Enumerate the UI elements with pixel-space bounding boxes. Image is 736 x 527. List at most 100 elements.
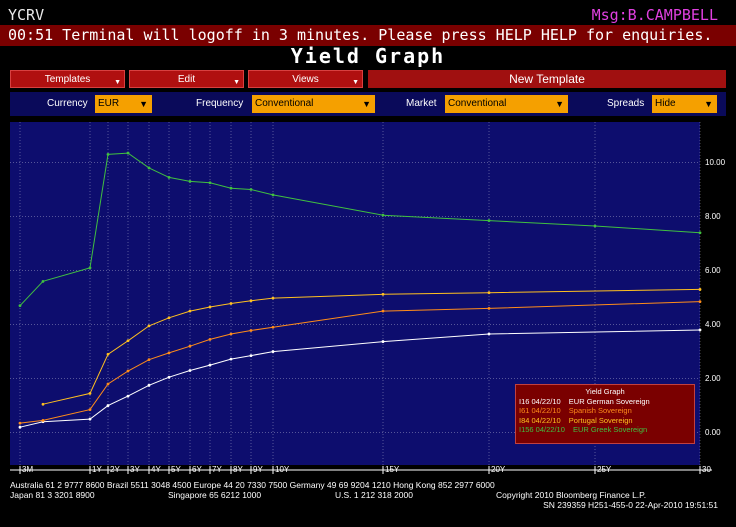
series-point	[381, 309, 385, 313]
new-template-button[interactable]: New Template	[368, 70, 726, 88]
series-point	[126, 369, 130, 373]
dropdown-arrow-icon: ▼	[139, 99, 148, 109]
legend-entry-id: I156 04/22/10	[519, 425, 565, 434]
series-point	[208, 338, 212, 341]
x-axis	[10, 466, 712, 474]
series-point	[249, 354, 253, 358]
series-point	[106, 153, 110, 156]
series-point	[106, 404, 110, 407]
dropdown-arrow-icon: ▼	[555, 99, 564, 109]
templates-menu[interactable]: Templates ▼	[10, 70, 125, 88]
series-point	[106, 382, 110, 386]
series-point	[126, 151, 130, 155]
series-point	[88, 266, 92, 270]
series-point	[381, 292, 385, 296]
series-point	[126, 394, 130, 398]
currency-value: EUR	[98, 98, 120, 109]
chart-series	[18, 151, 702, 429]
series-point	[271, 350, 275, 353]
x-tick-label: 9Y	[253, 465, 263, 474]
series-point	[271, 296, 275, 300]
x-tick-label: 30	[702, 465, 711, 474]
legend-title: Yield Graph	[585, 387, 625, 396]
series-point	[188, 180, 192, 183]
series-point	[208, 181, 212, 185]
message-indicator[interactable]: Msg:B.CAMPBELL	[591, 6, 718, 24]
series-point	[41, 419, 45, 422]
series-point	[88, 417, 92, 421]
spreads-select[interactable]: Hide ▼	[652, 95, 717, 113]
series-point	[88, 392, 92, 395]
currency-label: Currency	[47, 98, 88, 109]
x-tick-label: 15Y	[385, 465, 400, 474]
x-tick-label: 2Y	[110, 465, 120, 474]
footer-session: SN 239359 H251-455-0 22-Apr-2010 19:51:5…	[543, 500, 718, 510]
footer-contacts-2: Japan 81 3 3201 8900 Singapore 65 6212 1…	[10, 490, 730, 500]
series-point	[147, 166, 151, 170]
series-point	[249, 188, 253, 191]
y-tick-label: 6.00	[705, 265, 721, 275]
x-tick-label: 10Y	[275, 465, 290, 474]
series-point	[229, 332, 233, 336]
series-point	[147, 324, 151, 328]
series-point	[271, 325, 275, 329]
series-line	[19, 152, 701, 307]
series-point	[188, 369, 192, 372]
edit-menu[interactable]: Edit ▼	[129, 70, 244, 88]
series-point	[18, 421, 22, 425]
edit-menu-label: Edit	[177, 74, 196, 85]
y-tick-label: 8.00	[705, 211, 721, 221]
footer-us: U.S. 1 212 318 2000	[335, 490, 413, 500]
logoff-warning: 00:51 Terminal will logoff in 3 minutes.…	[0, 25, 736, 46]
series-point	[41, 402, 45, 406]
legend-entry-id: I16 04/22/10	[519, 396, 561, 406]
series-point	[487, 219, 491, 222]
dropdown-arrow-icon: ▼	[704, 99, 713, 109]
series-point	[41, 279, 45, 283]
x-tick-label: 4Y	[151, 465, 161, 474]
spreads-value: Hide	[655, 98, 676, 109]
series-point	[381, 213, 385, 217]
series-point	[249, 299, 253, 303]
series-line	[42, 288, 701, 405]
market-label: Market	[406, 98, 437, 109]
series-point	[381, 340, 385, 343]
series-point	[698, 328, 702, 332]
legend-entry-name: Spanish Sovereign	[566, 406, 632, 415]
frequency-select[interactable]: Conventional ▼	[252, 95, 375, 113]
x-tick-label: 7Y	[212, 465, 222, 474]
series-point	[167, 351, 171, 355]
views-menu[interactable]: Views ▼	[248, 70, 363, 88]
series-point	[698, 288, 702, 291]
frequency-label: Frequency	[196, 98, 244, 109]
legend-entry: I156 04/22/10 EUR Greek Sovereign	[519, 425, 691, 435]
series-point	[698, 300, 702, 304]
series-point	[487, 306, 491, 310]
series-point	[593, 224, 597, 228]
y-tick-label: 4.00	[705, 319, 721, 329]
series-point	[18, 425, 22, 429]
series-point	[208, 363, 212, 367]
y-tick-label: 10.00	[705, 157, 726, 167]
currency-select[interactable]: EUR ▼	[95, 95, 152, 113]
legend-entry-id: I61 04/22/10	[519, 406, 561, 415]
series-point	[18, 304, 22, 308]
terminal-footer: Australia 61 2 9777 8600 Brazil 5511 304…	[10, 480, 730, 510]
series-point	[229, 302, 233, 305]
dropdown-arrow-icon: ▼	[362, 99, 371, 109]
terminal-header: YCRV Msg:B.CAMPBELL 00:51 Terminal will …	[0, 0, 736, 46]
frequency-value: Conventional	[255, 98, 314, 109]
chart-legend: Yield Graph I16 04/22/10 EUR German Sove…	[515, 384, 695, 444]
market-value: Conventional	[448, 98, 507, 109]
legend-entry-name: Portugal Sovereign	[566, 415, 633, 425]
dropdown-arrow-icon: ▼	[233, 79, 240, 86]
series-point	[487, 332, 491, 336]
spreads-label: Spreads	[607, 98, 645, 109]
dropdown-arrow-icon: ▼	[114, 79, 121, 86]
series-point	[167, 175, 171, 179]
x-tick-label: 1Y	[92, 465, 102, 474]
market-select[interactable]: Conventional ▼	[445, 95, 568, 113]
series-point	[188, 344, 192, 348]
series-point	[106, 352, 110, 356]
